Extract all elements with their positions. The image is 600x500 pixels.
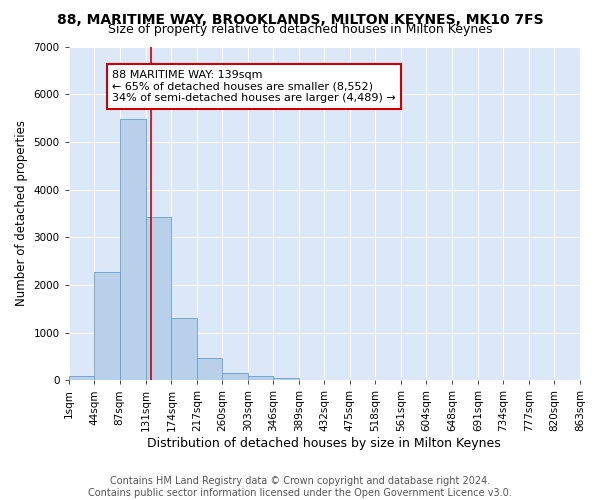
- Text: 88, MARITIME WAY, BROOKLANDS, MILTON KEYNES, MK10 7FS: 88, MARITIME WAY, BROOKLANDS, MILTON KEY…: [56, 12, 544, 26]
- Bar: [223, 373, 248, 380]
- Bar: [172, 318, 197, 380]
- Bar: [248, 376, 274, 380]
- Bar: [120, 119, 146, 380]
- Text: 88 MARITIME WAY: 139sqm
← 65% of detached houses are smaller (8,552)
34% of semi: 88 MARITIME WAY: 139sqm ← 65% of detache…: [112, 70, 396, 103]
- Bar: [69, 376, 94, 380]
- Text: Contains HM Land Registry data © Crown copyright and database right 2024.
Contai: Contains HM Land Registry data © Crown c…: [88, 476, 512, 498]
- Y-axis label: Number of detached properties: Number of detached properties: [15, 120, 28, 306]
- Bar: [146, 216, 172, 380]
- Text: Size of property relative to detached houses in Milton Keynes: Size of property relative to detached ho…: [108, 22, 492, 36]
- X-axis label: Distribution of detached houses by size in Milton Keynes: Distribution of detached houses by size …: [148, 437, 501, 450]
- Bar: [274, 378, 299, 380]
- Bar: [197, 358, 223, 380]
- Bar: [94, 272, 120, 380]
